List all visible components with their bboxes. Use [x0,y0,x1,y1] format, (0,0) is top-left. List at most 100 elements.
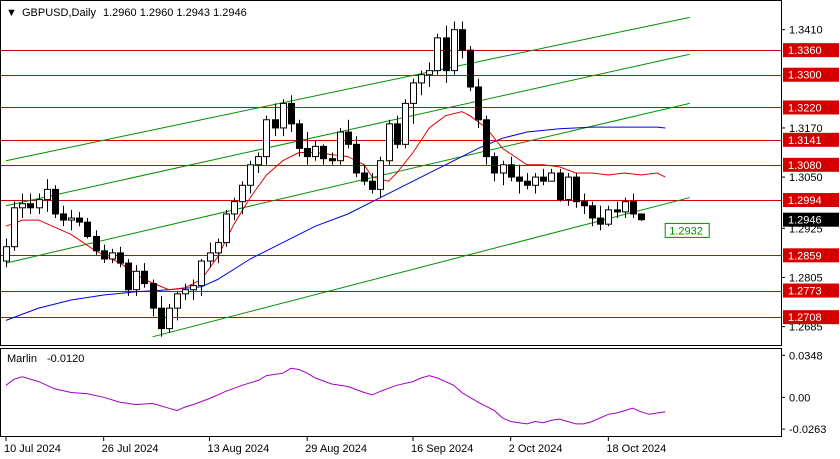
candle-bear [589,205,596,219]
level-tag-label: 1.2773 [788,286,822,298]
level-tag-label: 1.3360 [788,45,822,57]
chart-ohlc: 1.2960 1.2960 1.2943 1.2946 [103,7,247,19]
candle-bear [630,201,637,215]
candle-bear [125,262,132,291]
level-tag-label: 1.2859 [788,250,822,262]
candle-bull [451,29,458,72]
candle-bull [247,164,254,186]
time-tick-label: 10 Jul 2024 [4,443,61,455]
level-tag [783,157,839,172]
candle-bear [141,270,148,285]
candle-bull [622,201,629,213]
level-tag [783,132,839,147]
collapse-arrow-icon[interactable]: ▼ [6,7,17,19]
level-tag-label: 1.3141 [788,135,822,147]
candle-bear [52,188,59,215]
axes: 1.34101.31701.30501.29251.28051.26850.03… [4,25,826,455]
candle-bull [19,203,26,209]
time-tick-label: 26 Jul 2024 [102,443,159,455]
candle-bull [3,246,10,262]
candle-bear [394,123,401,145]
price-tick-label: 1.2805 [789,272,823,284]
candle-bear [483,119,490,158]
candle-bear [329,158,336,162]
candle-bull [133,270,140,291]
candle-bear [117,252,124,264]
candle-bear [524,180,531,186]
oscillator-pane [0,348,782,437]
level-tag [783,100,839,115]
candle-bull [166,307,173,330]
target-box [664,222,710,238]
candle-bull [418,74,425,84]
marlin-line [5,367,666,425]
candle-bear [508,164,515,178]
candle-bear [101,250,108,260]
candle-bull [500,164,507,174]
candle-bear [304,147,311,158]
candle-bull [239,184,246,203]
candle-bear [557,172,564,201]
price-tick-label: 1.2685 [789,322,823,334]
indicator-value: -0.0120 [47,353,84,365]
candle-bull [215,242,222,254]
candle-bear [296,123,303,149]
level-tag [783,248,839,263]
candle-bear [150,283,157,309]
price-tick-label: 1.3170 [789,123,823,135]
candle-bull [532,176,539,186]
candle-bear [573,176,580,203]
horizontal-levels [1,50,781,318]
time-tick-label: 29 Aug 2024 [305,443,367,455]
candle-bull [386,123,393,162]
time-tick-label: 13 Aug 2024 [208,443,270,455]
candle-bear [459,29,466,51]
candle-bear [93,235,100,252]
candle-bull [565,176,572,201]
channel-line [5,102,690,264]
slow-ma-line [5,126,666,321]
candle-bull [548,172,555,182]
candle-bull [174,293,181,309]
level-tag-label: 1.3220 [788,102,822,114]
candlesticks [3,21,645,337]
candle-bear [60,213,67,221]
candle-bear [467,49,474,88]
price-tick-label: 1.3050 [789,172,823,184]
candle-bear [581,201,588,207]
candle-bear [369,180,376,190]
candle-bull [605,209,612,225]
level-tag [783,67,839,82]
channel-line [5,16,690,162]
candle-bull [377,160,384,190]
candle-bull [109,252,116,260]
candle-bear [540,176,547,182]
candle-bear [272,119,279,129]
osc-tick-label: -0.0263 [789,424,826,436]
candle-bull [280,102,287,129]
osc-tick-label: 0.0348 [789,350,823,362]
candle-bull [36,199,43,209]
current-price-label: 1.2946 [788,215,822,227]
level-tag [783,193,839,208]
candle-bull [434,37,441,72]
trend-channels [5,16,690,338]
candle-bull [410,82,417,104]
candle-bear [345,131,352,145]
level-tag-label: 1.3300 [788,70,822,82]
level-tag-label: 1.3080 [788,160,822,172]
oscillator-plot [5,367,666,425]
level-tag-label: 1.2994 [788,195,822,207]
candle-bear [475,86,482,121]
candle-bear [491,156,498,174]
indicator-name: Marlin [7,353,37,365]
candle-bull [190,285,197,291]
current-price-tag [783,212,839,227]
candle-bull [182,289,189,295]
target-label: 1.2932 [669,225,703,237]
level-tag [783,310,839,325]
time-tick-label: 16 Sep 2024 [411,443,473,455]
price-tags: 1.3360 1.3300 1.3220 1.3141 1.3080 1.2994 1.28… [664,43,839,325]
candle-bull [207,252,214,262]
